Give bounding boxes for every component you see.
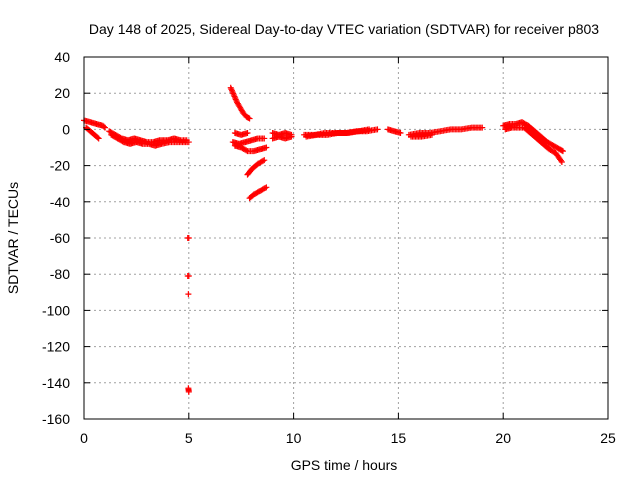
grid-lines	[84, 57, 608, 419]
y-tick-label: -20	[50, 158, 70, 174]
data-point	[366, 126, 373, 133]
data-point	[428, 131, 435, 138]
data-point	[185, 291, 192, 298]
data-point	[558, 147, 565, 154]
data-point	[288, 133, 295, 140]
data-point	[263, 144, 270, 151]
y-tick-label: -120	[42, 339, 70, 355]
y-tick-label: 0	[62, 121, 70, 137]
data-point	[559, 148, 566, 155]
data-point	[95, 135, 102, 142]
y-axis-label: SDTVAR / TECUs	[5, 182, 21, 294]
data-point	[185, 139, 192, 146]
y-axis-ticks: 40 20 0 -20 -40 -60 -80 -100 -120 -140 -160	[42, 49, 608, 427]
y-tick-label: -100	[42, 302, 70, 318]
x-tick-label: 20	[495, 430, 511, 446]
y-tick-label: -160	[42, 411, 70, 427]
data-point	[245, 114, 252, 121]
data-point	[262, 185, 269, 192]
x-tick-label: 25	[600, 430, 616, 446]
data-point	[243, 147, 250, 154]
data-points	[81, 84, 566, 395]
data-point	[479, 124, 486, 131]
y-tick-label: -40	[50, 194, 70, 210]
y-tick-label: -140	[42, 375, 70, 391]
data-point	[185, 388, 192, 395]
x-tick-label: 10	[286, 430, 302, 446]
data-point	[558, 158, 565, 165]
data-point	[263, 184, 270, 191]
data-point	[374, 126, 381, 133]
data-point	[94, 134, 101, 141]
chart-title: Day 148 of 2025, Sidereal Day-to-day VTE…	[89, 21, 599, 37]
data-point	[557, 157, 564, 164]
y-tick-label: -80	[50, 266, 70, 282]
y-tick-label: -60	[50, 230, 70, 246]
data-point	[261, 135, 268, 142]
data-point	[261, 157, 268, 164]
data-point	[101, 124, 108, 131]
data-point	[244, 130, 251, 137]
x-axis-label: GPS time / hours	[291, 457, 398, 473]
data-point	[185, 273, 192, 280]
x-axis-ticks: 0 5 10 15 20 25	[80, 57, 616, 446]
data-point	[100, 123, 107, 130]
x-tick-label: 5	[185, 430, 193, 446]
x-tick-label: 15	[391, 430, 407, 446]
data-point	[397, 130, 404, 137]
data-point	[246, 115, 253, 122]
y-tick-label: 40	[54, 49, 70, 65]
y-tick-label: 20	[54, 85, 70, 101]
data-point	[185, 235, 192, 241]
x-tick-label: 0	[80, 430, 88, 446]
data-point	[259, 157, 266, 164]
